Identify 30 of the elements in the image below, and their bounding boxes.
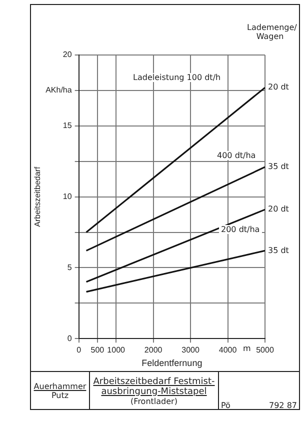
text: Pö (221, 401, 230, 410)
y-tick-label: 15 (62, 121, 72, 130)
y-tick-label: AKh/ha (46, 86, 72, 95)
annotation: Ladeleistung 100 dt/h (131, 73, 223, 82)
x-axis-title: Feldentfernung (142, 358, 202, 368)
text: Putz (51, 391, 69, 400)
legend-title: Lademenge/ Wagen (247, 23, 297, 41)
x-tick-label: 2000 (144, 346, 163, 355)
y-axis-title: Arbeitszeitbedarf (33, 166, 42, 227)
x-tick-label: 3000 (182, 346, 200, 355)
x-tick-label: 5000 (256, 346, 274, 355)
x-tick-label: 0 (76, 346, 82, 355)
text: 792 87 (269, 401, 297, 410)
series-label: 35 dt (268, 246, 289, 255)
y-tick-label: 5 (67, 262, 72, 272)
series-label: 35 dt (268, 162, 289, 172)
text: m (243, 344, 251, 353)
annotation: 200 dt/ha (219, 225, 262, 234)
text: Arbeitszeitbedarf Festmist-ausbringung-Miststapel (92, 376, 216, 396)
y-tick-label: 10 (62, 192, 72, 202)
series-label: 20 dt (268, 82, 289, 92)
text: Auerhammer (34, 382, 86, 391)
y-tick-label: 20 (62, 50, 72, 60)
y-tick-label: 0 (67, 334, 72, 343)
text: (Frontlader) (130, 396, 178, 406)
annotation: 400 dt/ha (215, 151, 258, 160)
x-tick-label: 1000 (107, 346, 126, 355)
x-tick-label: 500 (90, 346, 105, 355)
series-label: 20 dt (268, 204, 289, 214)
x-tick-label: 4000 (218, 346, 238, 355)
